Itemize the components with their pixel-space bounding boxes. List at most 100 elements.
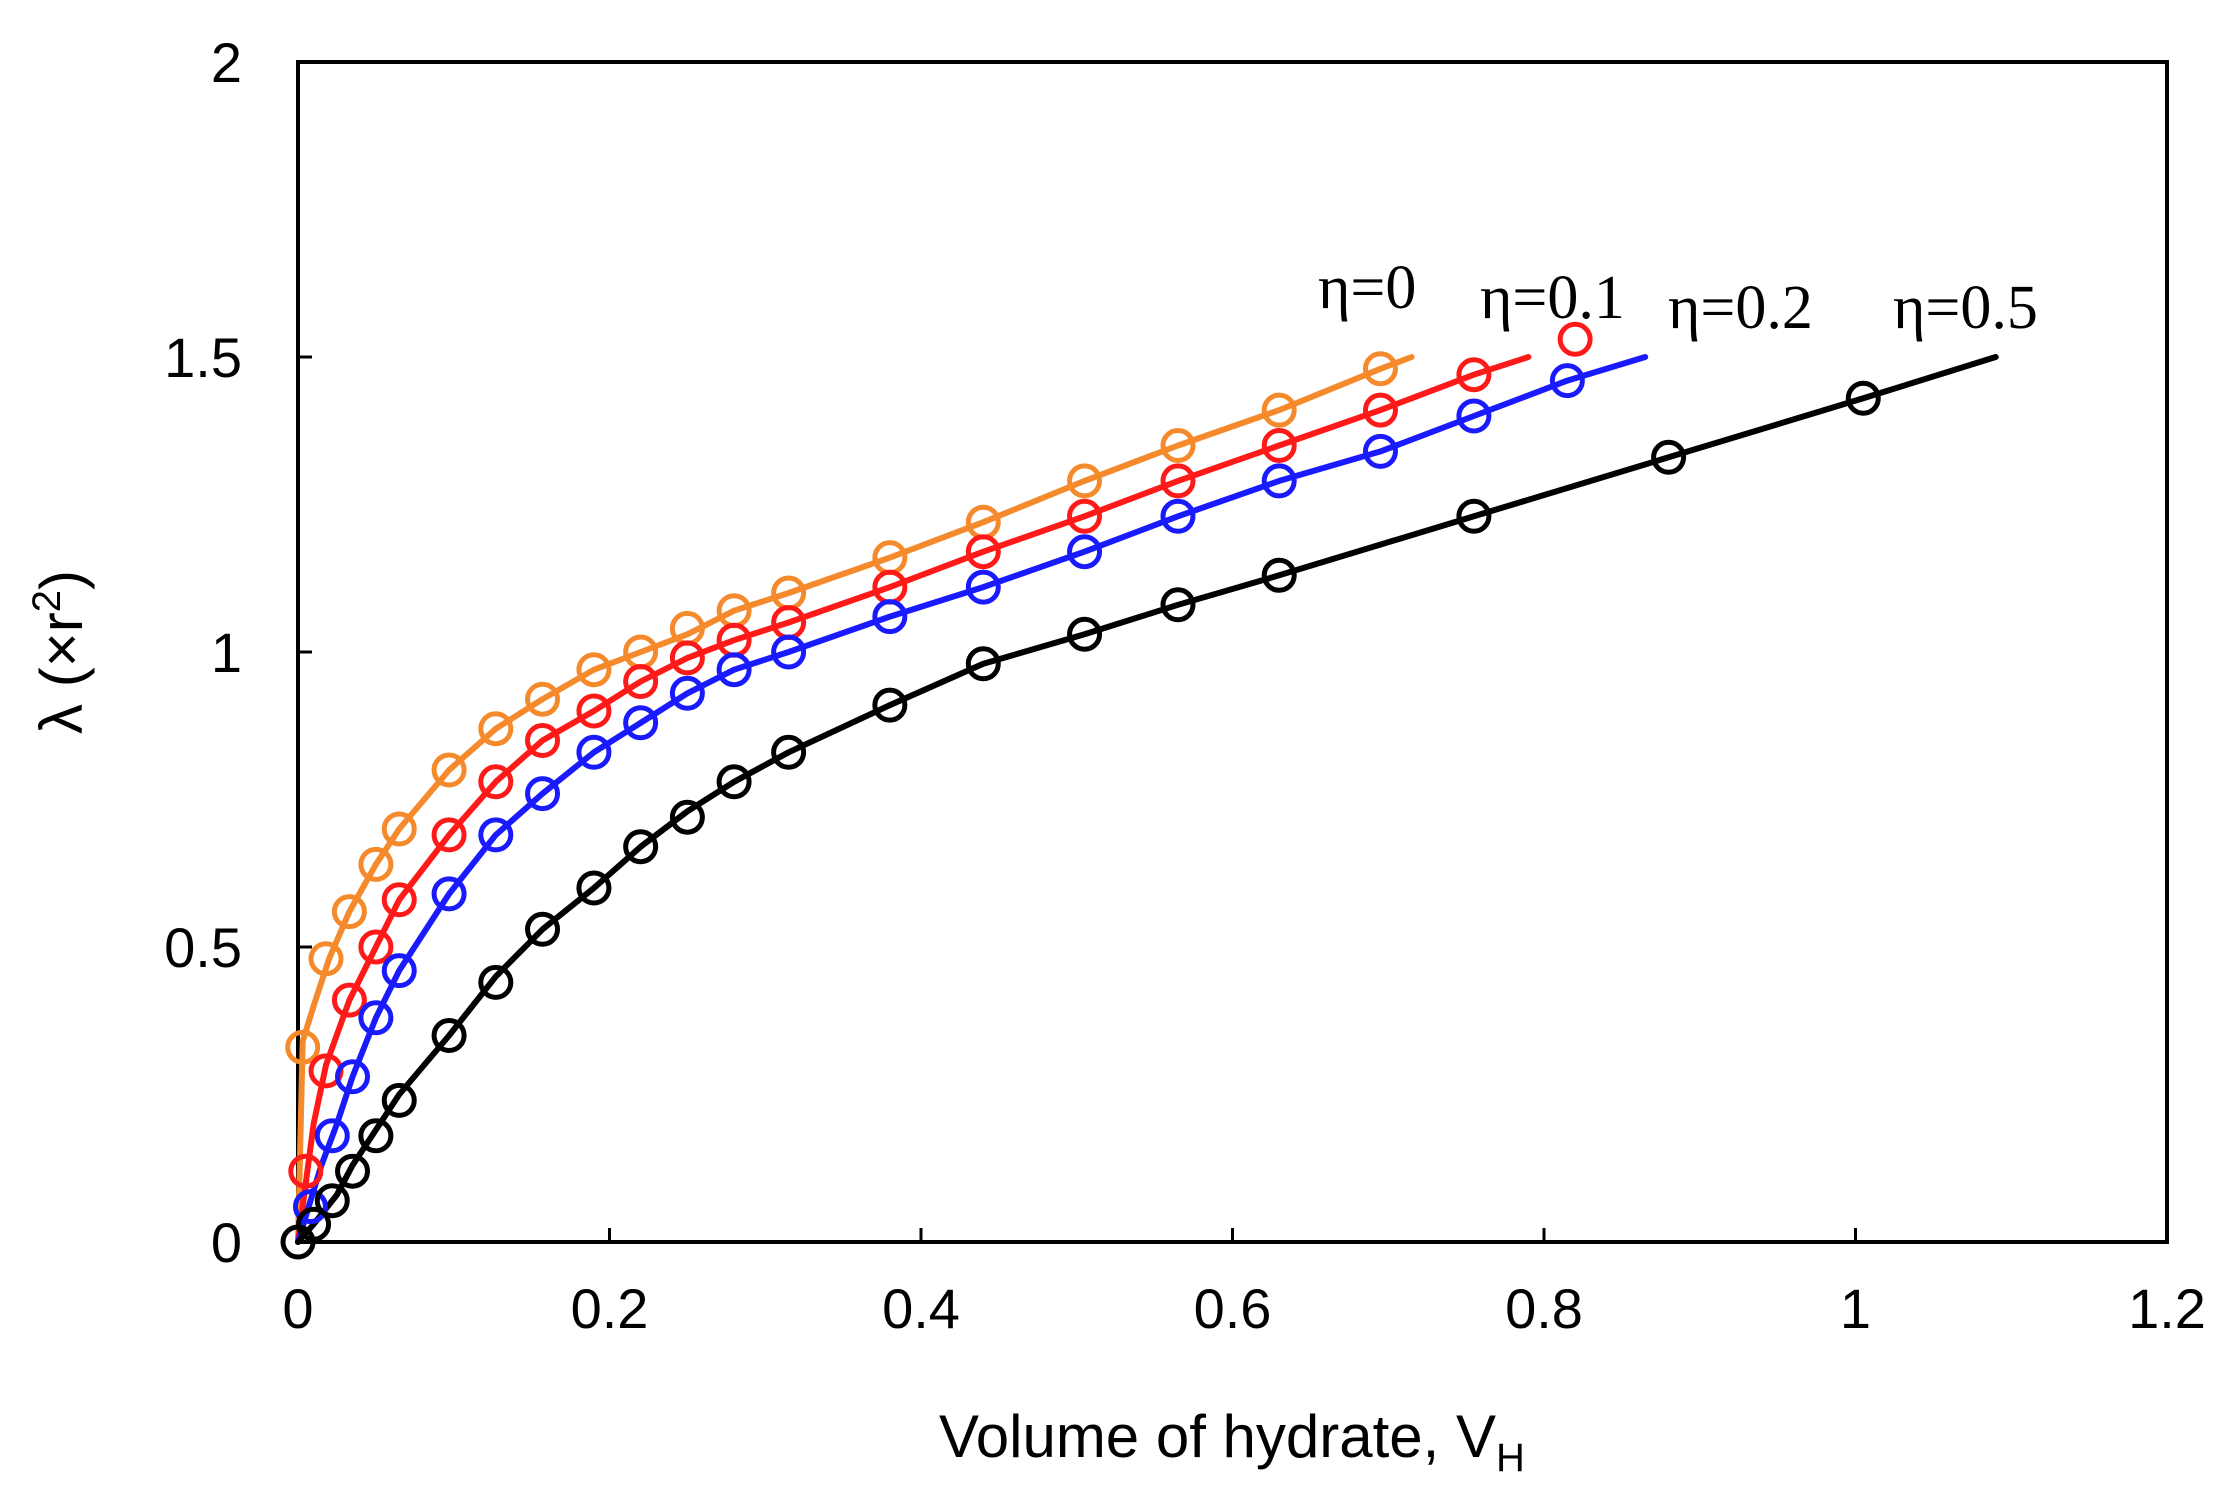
data-point	[478, 711, 514, 747]
data-point	[623, 705, 659, 741]
y-axis-label-pre: λ (×r	[28, 612, 95, 734]
data-point	[965, 534, 1001, 570]
data-point	[331, 982, 367, 1018]
data-point	[308, 941, 344, 977]
data-point	[285, 1029, 321, 1065]
data-point	[525, 911, 561, 947]
data-point	[1067, 498, 1103, 534]
data-point	[288, 1153, 324, 1189]
data-point	[335, 1153, 371, 1189]
series-line	[295, 354, 1649, 1245]
data-point	[296, 1206, 332, 1242]
data-point	[1160, 463, 1196, 499]
axis-ticks	[296, 60, 2169, 1244]
data-point	[965, 569, 1001, 605]
data-point	[1067, 463, 1103, 499]
data-point	[1362, 351, 1398, 387]
y-tick-labels: 0 0.5 1 1.5 2	[164, 31, 242, 1274]
data-point	[1261, 392, 1297, 428]
data-point	[576, 693, 612, 729]
data-point	[1557, 321, 1593, 357]
x-tick-label: 0.8	[1505, 1277, 1583, 1340]
series-label-eta-0-1: η=0.1	[1480, 264, 1625, 332]
x-tick-label: 0.4	[882, 1277, 960, 1340]
data-point	[576, 734, 612, 770]
series-label-eta-0: η=0	[1318, 254, 1416, 322]
data-point	[1160, 428, 1196, 463]
x-tick-label: 0	[282, 1277, 313, 1340]
x-tick-label: 1.2	[2128, 1277, 2206, 1340]
data-point	[576, 870, 612, 906]
data-point	[525, 723, 561, 758]
data-point	[1160, 587, 1196, 623]
data-point	[1845, 380, 1881, 416]
data-point	[1456, 357, 1492, 393]
data-point	[965, 646, 1001, 682]
y-axis-label-sup: 2	[25, 590, 69, 612]
data-point	[669, 799, 705, 835]
data-point	[431, 876, 467, 912]
data-point	[1067, 534, 1103, 570]
data-point	[623, 664, 659, 699]
data-point	[1362, 433, 1398, 469]
series-lines	[295, 354, 1999, 1245]
data-point	[358, 929, 394, 965]
y-tick-label: 1	[211, 621, 242, 684]
data-point	[358, 846, 394, 882]
data-point	[381, 811, 417, 847]
data-point	[1456, 498, 1492, 534]
data-point	[478, 764, 514, 800]
data-point	[381, 953, 417, 989]
data-point	[314, 1118, 350, 1154]
data-point	[771, 634, 807, 670]
data-point	[525, 681, 561, 717]
data-point	[1549, 363, 1585, 399]
data-point	[431, 1018, 467, 1053]
data-point	[771, 734, 807, 770]
data-point	[525, 776, 561, 812]
data-point	[623, 829, 659, 865]
data-point	[872, 599, 908, 635]
data-point	[358, 1118, 394, 1154]
data-point	[314, 1183, 350, 1219]
data-point	[716, 652, 752, 688]
x-tick-labels: 0 0.2 0.4 0.6 0.8 1 1.2	[282, 1277, 2206, 1340]
data-point	[478, 964, 514, 1000]
series-points	[280, 321, 1881, 1260]
data-point	[716, 764, 752, 800]
data-point	[431, 752, 467, 788]
data-point	[381, 1082, 417, 1118]
data-point	[1362, 392, 1398, 428]
x-tick-label: 0.2	[571, 1277, 649, 1340]
data-point	[1067, 616, 1103, 652]
data-point	[1456, 398, 1492, 434]
x-tick-label: 0.6	[1194, 1277, 1272, 1340]
data-point	[669, 675, 705, 711]
data-point	[1261, 463, 1297, 499]
data-point	[1160, 498, 1196, 534]
data-point	[576, 652, 612, 688]
plot-frame	[296, 60, 2169, 1244]
data-point	[1261, 428, 1297, 463]
data-point	[358, 1000, 394, 1036]
data-point	[335, 1059, 371, 1095]
y-tick-label: 0	[211, 1211, 242, 1274]
x-axis-label-main: Volume of hydrate, V	[939, 1403, 1496, 1470]
series-line	[295, 354, 1415, 1245]
data-point	[331, 894, 367, 930]
data-point	[431, 817, 467, 853]
series-label-eta-0-2: η=0.2	[1668, 274, 1813, 342]
data-point	[381, 882, 417, 918]
data-point	[872, 687, 908, 723]
data-point	[669, 640, 705, 676]
y-axis-label: λ (×r2)	[25, 570, 95, 734]
data-point	[1651, 439, 1687, 475]
series-line	[295, 354, 1532, 1245]
x-tick-label: 1	[1840, 1277, 1871, 1340]
data-point	[478, 817, 514, 853]
series-line	[295, 354, 1999, 1245]
x-axis-label: Volume of hydrate, VH	[939, 1403, 1525, 1480]
y-tick-label: 1.5	[164, 326, 242, 389]
y-axis-label-post: )	[28, 570, 95, 590]
